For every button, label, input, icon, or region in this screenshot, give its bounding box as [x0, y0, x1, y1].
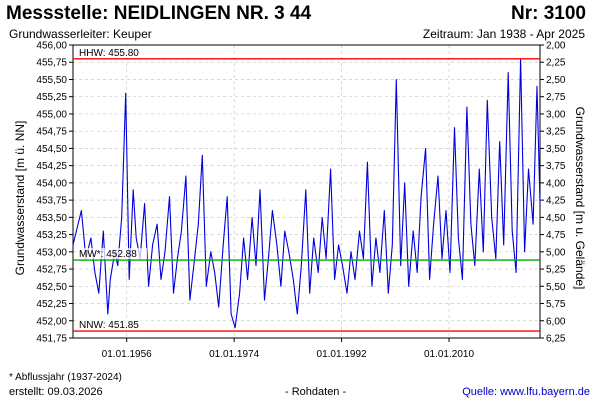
y-tick-label-right: 5,50 — [546, 282, 566, 293]
x-tick-label: 01.01.2010 — [424, 349, 474, 360]
y-tick-label-right: 2,25 — [546, 58, 566, 69]
station-number: Nr: 3100 — [511, 3, 586, 24]
y-tick-label-right: 2,75 — [546, 92, 566, 103]
y-tick-label-left: 455,75 — [36, 58, 67, 69]
reference-label-bg — [77, 248, 147, 260]
y-tick-label-left: 456,00 — [36, 41, 67, 52]
groundwater-series-line — [72, 58, 541, 329]
y-tick-label-left: 454,50 — [36, 144, 67, 155]
y-tick-label-left: 452,75 — [36, 265, 67, 276]
created-date: erstellt: 09.03.2026 — [9, 386, 103, 398]
y-tick-label-left: 454,75 — [36, 127, 67, 138]
y-tick-label-right: 4,25 — [546, 196, 566, 207]
reference-label-bg — [77, 46, 147, 58]
reference-label-hhw: HHW: 455.80 — [79, 48, 139, 59]
y-tick-label-left: 452,25 — [36, 299, 67, 310]
y-tick-label-right: 4,75 — [546, 230, 566, 241]
y-tick-label-left: 452,00 — [36, 316, 67, 327]
y-tick-label-left: 453,25 — [36, 230, 67, 241]
y-tick-label-left: 453,50 — [36, 213, 67, 224]
y-tick-label-right: 4,00 — [546, 178, 566, 189]
reference-label-nnw: NNW: 451.85 — [79, 320, 139, 331]
y-tick-label-left: 452,50 — [36, 282, 67, 293]
y-tick-label-right: 6,25 — [546, 334, 566, 345]
y-tick-label-right: 5,00 — [546, 247, 566, 258]
y-tick-label-left: 455,00 — [36, 109, 67, 120]
y-tick-label-left: 454,25 — [36, 161, 67, 172]
x-tick-label: 01.01.1956 — [102, 349, 152, 360]
x-tick-label: 01.01.1992 — [317, 349, 367, 360]
y-tick-label-right: 5,75 — [546, 299, 566, 310]
y-tick-label-right: 4,50 — [546, 213, 566, 224]
y-tick-label-left: 453,00 — [36, 247, 67, 258]
y-tick-label-left: 455,50 — [36, 75, 67, 86]
y-tick-label-right: 3,00 — [546, 109, 566, 120]
y-tick-label-right: 3,25 — [546, 127, 566, 138]
y-tick-label-right: 2,50 — [546, 75, 566, 86]
y-tick-label-right: 2,00 — [546, 41, 566, 52]
reference-label-mw: MW*: 452.88 — [79, 249, 137, 260]
footnote: * Abflussjahr (1937-2024) — [9, 372, 122, 383]
y-tick-label-left: 451,75 — [36, 334, 67, 345]
y-tick-label-left: 455,25 — [36, 92, 67, 103]
aquifer-subtitle: Grundwasserleiter: Keuper — [9, 27, 152, 41]
period-label: Zeitraum: Jan 1938 - Apr 2025 — [422, 27, 585, 41]
y-tick-label-right: 6,00 — [546, 316, 566, 327]
y-tick-label-right: 5,25 — [546, 265, 566, 276]
x-tick-label: 01.01.1974 — [209, 349, 259, 360]
source-link[interactable]: Quelle: www.lfu.bayern.de — [462, 386, 590, 398]
raw-data-note: - Rohdaten - — [285, 386, 347, 398]
reference-label-bg — [77, 319, 147, 331]
y-tick-label-right: 3,50 — [546, 144, 566, 155]
y-tick-label-left: 453,75 — [36, 196, 67, 207]
chart-title: Messstelle: NEIDLINGEN NR. 3 44 — [6, 3, 312, 24]
y-tick-label-right: 3,75 — [546, 161, 566, 172]
y-tick-label-left: 454,00 — [36, 178, 67, 189]
